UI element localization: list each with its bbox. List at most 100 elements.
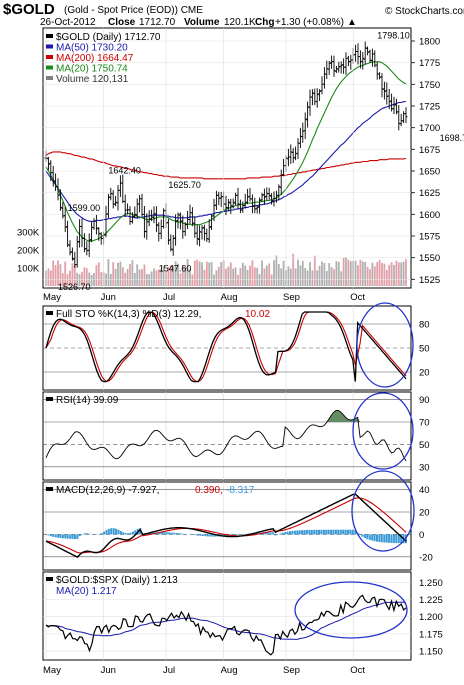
macd-histogram-bar [49, 534, 52, 537]
ohlc-bar [308, 89, 312, 116]
volume-bar [282, 260, 285, 286]
ohlc-bar [262, 188, 266, 205]
volume-bar [217, 266, 220, 286]
ohlc-bar [366, 46, 370, 56]
ohlc-bar [150, 209, 154, 222]
volume-bar [268, 263, 271, 286]
macd-histogram-bar [52, 534, 55, 537]
macd-histogram-bar [223, 534, 226, 537]
legend-entry: MA(200) 1664.47 [56, 53, 134, 64]
volume-bar [292, 253, 295, 286]
macd-histogram-bar [202, 534, 204, 536]
ohlc-bar [260, 192, 264, 202]
ratio-tick-label: 1.175 [419, 629, 443, 640]
macd-histogram-bar [170, 532, 173, 535]
volume-bar [328, 263, 331, 286]
volume-bar [160, 268, 163, 286]
highlight-circle [294, 581, 408, 639]
volume-bar [357, 265, 359, 286]
ohlc-bar [234, 192, 238, 206]
volume-bar [201, 262, 203, 286]
volume-bar [366, 266, 369, 286]
macd-histogram-bar [59, 534, 62, 538]
close-value: 1712.70 [139, 17, 176, 28]
macd-histogram-bar [269, 532, 272, 535]
volume-bar [244, 265, 247, 286]
volume-bar [371, 262, 374, 286]
macd-histogram-bar [400, 534, 403, 544]
volume-bar [153, 268, 155, 286]
volume-bar [383, 263, 386, 286]
volume-bar [373, 266, 376, 286]
ohlc-bar [356, 43, 360, 65]
volume-bar [311, 270, 314, 286]
volume-bar [119, 261, 122, 286]
volume-bar [340, 271, 343, 286]
ohlc-bar [212, 198, 216, 222]
macd-tick-label: -20 [419, 552, 433, 563]
volume-bar [280, 268, 283, 286]
volume-bar [198, 261, 201, 286]
macd-histogram-bar [163, 532, 166, 535]
price-annotation: 1547.60 [159, 264, 192, 274]
ohlc-bar [162, 208, 166, 229]
ohlc-bar [361, 52, 365, 70]
macd-histogram-bar [78, 534, 81, 537]
volume-bar [251, 260, 254, 286]
volume-bar [395, 260, 398, 286]
ohlc-bar [142, 206, 146, 238]
volume-bar [347, 259, 350, 286]
price-tick-label: 1525 [419, 275, 440, 286]
volume-bar [179, 273, 182, 286]
ohlc-bar [133, 206, 137, 219]
ohlc-bar [291, 148, 295, 164]
ohlc-bar [330, 55, 334, 69]
ohlc-bar [270, 193, 274, 205]
up-arrow-icon: ▲ [347, 17, 357, 28]
volume-bar [397, 262, 400, 286]
volume-label: Volume [184, 17, 220, 28]
ohlc-bar [195, 224, 199, 245]
volume-bar [189, 269, 191, 286]
macd-histogram-bar [274, 534, 277, 536]
ohlc-bar [286, 148, 290, 167]
macd-histogram-bar [66, 534, 69, 539]
ohlc-bar [224, 195, 228, 216]
ohlc-bar [375, 62, 379, 80]
ohlc-bar [92, 218, 96, 230]
ohlc-bar [282, 158, 286, 177]
volume-bar [229, 262, 232, 286]
volume-bar [361, 261, 364, 286]
macd-histogram-bar [199, 534, 202, 536]
ohlc-bar [327, 60, 331, 75]
volume-bar [354, 260, 357, 286]
volume-bar [78, 274, 81, 286]
volume-bar [71, 263, 74, 286]
macd-histogram-bar [388, 534, 391, 543]
volume-bar [405, 259, 407, 286]
ohlc-bar [114, 196, 118, 207]
ohlc-bar [358, 50, 362, 69]
volume-bar [126, 268, 129, 286]
price-annotation: 1599.00 [68, 203, 101, 213]
ohlc-bar [193, 216, 197, 238]
ohlc-bar [154, 206, 158, 233]
price-tick-label: 1600 [419, 210, 440, 221]
volume-bar [155, 270, 158, 286]
volume-bar [306, 270, 309, 286]
volume-bar [237, 274, 239, 286]
volume-tick-label: 100K [17, 264, 40, 275]
price-tick-label: 1575 [419, 232, 440, 243]
macd-histogram-bar [305, 530, 308, 535]
volume-bar [301, 260, 304, 286]
macd-histogram-bar [134, 530, 137, 535]
volume-bar [83, 267, 86, 286]
x-tick-label: Sep [283, 292, 300, 303]
macd-histogram-bar [245, 533, 248, 535]
volume-bar [210, 262, 213, 286]
sto-tick-label: 50 [419, 344, 430, 355]
volume-bar [385, 270, 388, 286]
volume-bar [297, 259, 299, 286]
macd-histogram-bar [303, 530, 306, 535]
